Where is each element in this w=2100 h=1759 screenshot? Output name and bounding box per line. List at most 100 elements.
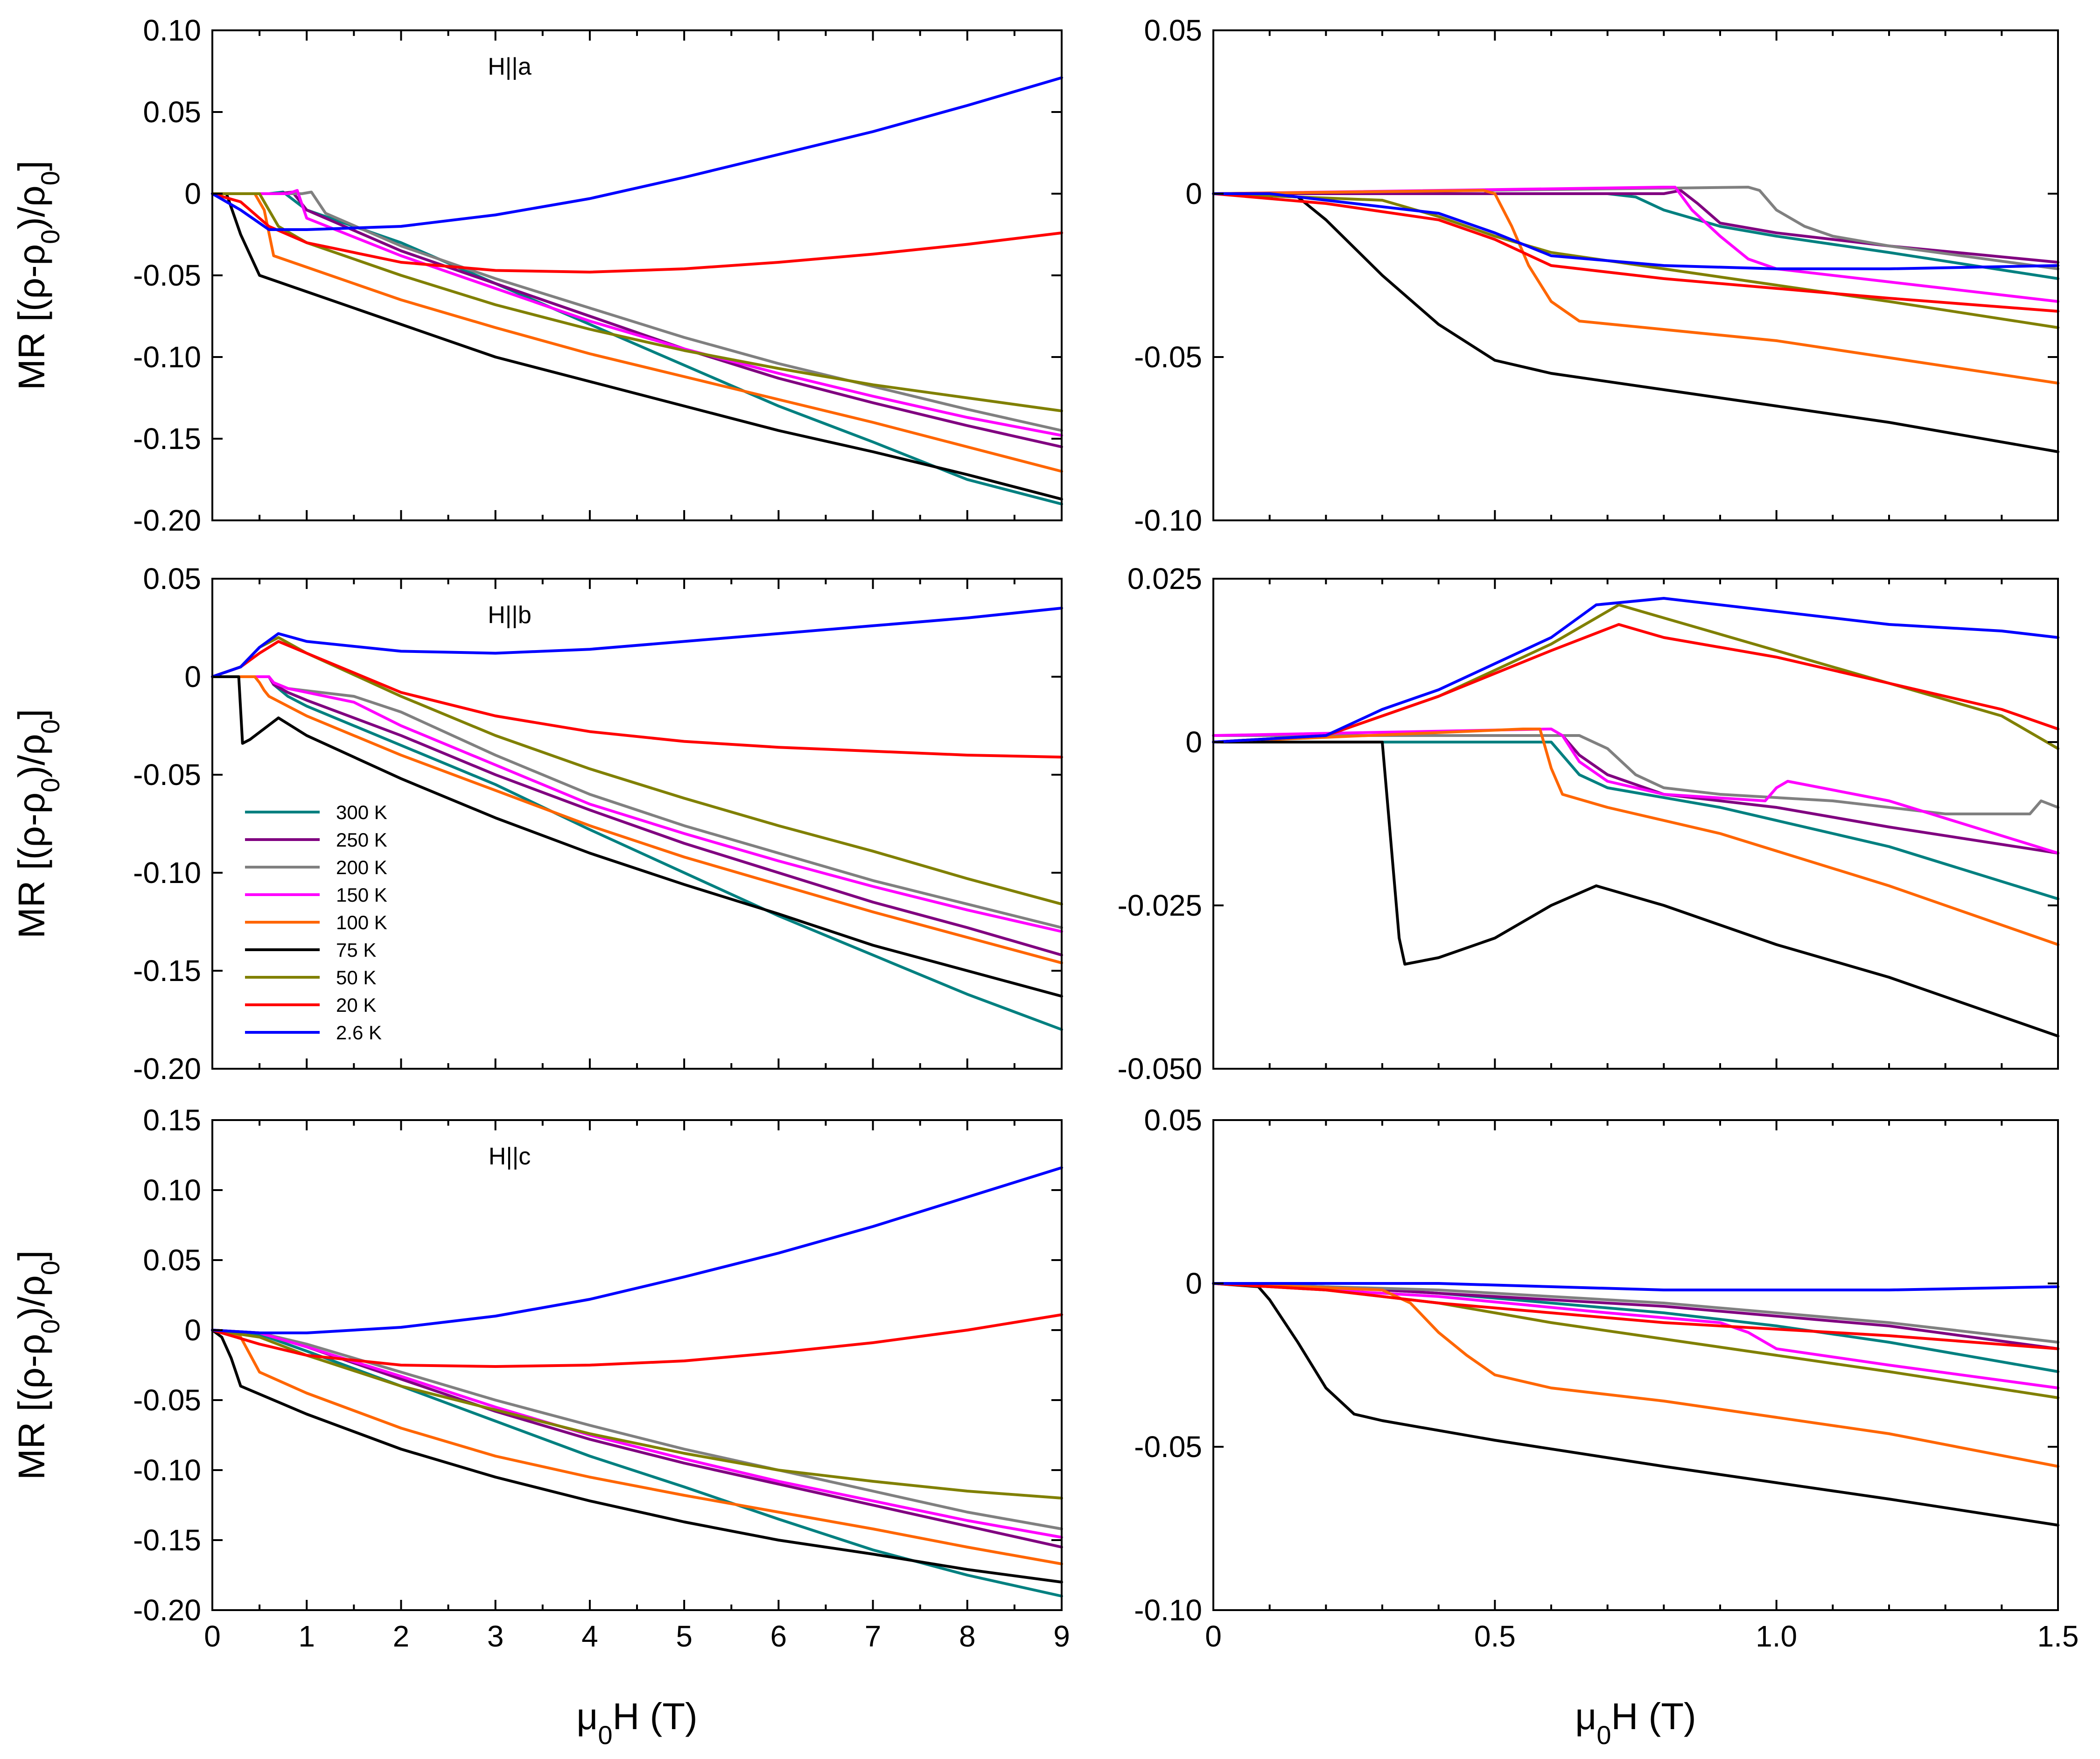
y-tick-label: 0.05 xyxy=(143,95,201,129)
y-tick-label: -0.05 xyxy=(133,1383,201,1417)
x-tick-label: 0 xyxy=(204,1619,221,1653)
panel-6: 0.050-0.05-0.100 0.5 1.0 1.5 xyxy=(1134,1103,2079,1653)
plot-frame xyxy=(1212,29,2059,521)
legend: 300 K 250 K 200 K 150 K 100 K 75 K 50 K 20 K 2.6… xyxy=(245,801,387,1044)
series-line-150-k xyxy=(1212,728,2059,855)
panel-3: 0.05 0 -0.05 -0.10 -0.15 -0.20 H||b 300 K 250 K 2… xyxy=(133,562,1063,1086)
x-axis-title: μ0H (T) xyxy=(1575,1696,1696,1750)
panel-title: H||c xyxy=(489,1143,531,1170)
series-line-150-k xyxy=(211,1329,1063,1539)
series-line-150-k xyxy=(211,675,1063,933)
series-line-75-k xyxy=(1212,192,2059,453)
series-line-300-k xyxy=(211,1329,1063,1598)
series-line-20-k xyxy=(1212,1282,2059,1350)
series-line-50-k xyxy=(211,192,1063,413)
panel-5: 0.150.100.050-0.05-0.10-0.15-0.200 1 2 3 4 5 6… xyxy=(133,1103,1070,1653)
plot-frame xyxy=(211,29,1063,521)
y-tick-label: -0.05 xyxy=(133,259,201,292)
x-tick-label: 8 xyxy=(959,1619,976,1653)
x-tick-label: 3 xyxy=(487,1619,504,1653)
y-tick-label: -0.05 xyxy=(133,758,201,792)
y-tick-label: -0.15 xyxy=(133,954,201,988)
legend-label: 150 K xyxy=(336,884,387,906)
panel-1: 0.10 0.05 0 -0.05 -0.10 -0.15 -0.20 H||a xyxy=(133,14,1063,537)
legend-label: 50 K xyxy=(336,967,376,988)
x-tick-label: 1.5 xyxy=(2037,1619,2079,1653)
y-tick-label: -0.05 xyxy=(1134,1430,1202,1464)
y-axis-title: MR [(ρ-ρ0)/ρ0] xyxy=(11,1250,65,1480)
y-tick-label: 0 xyxy=(1185,177,1202,210)
y-tick-label: -0.15 xyxy=(133,422,201,456)
y-tick-label: 0.025 xyxy=(1127,562,1202,596)
legend-label: 100 K xyxy=(336,911,387,933)
panels: 0.100.050-0.05-0.10-0.15-0.20H||a0.050-0… xyxy=(133,14,2079,1653)
y-tick-label: -0.10 xyxy=(133,340,201,374)
series-line-200-k xyxy=(1212,734,2059,815)
y-tick-label: -0.05 xyxy=(1134,340,1202,374)
y-tick-label: 0.15 xyxy=(143,1103,201,1137)
series-line-75-k xyxy=(1212,741,2059,1037)
series-line-200-k xyxy=(1212,186,2059,270)
y-tick-label: -0.10 xyxy=(133,1453,201,1487)
x-tick-label: 7 xyxy=(865,1619,882,1653)
series-line-20-k xyxy=(211,640,1063,759)
series-line-100-k xyxy=(211,192,1063,473)
legend-label: 2.6 K xyxy=(336,1022,382,1044)
series-line-100-k xyxy=(211,1329,1063,1565)
y-tick-label: -0.10 xyxy=(1134,504,1202,537)
series-line-200-k xyxy=(211,1329,1063,1530)
y-tick-label: 0 xyxy=(1185,725,1202,759)
y-tick-label: -0.20 xyxy=(133,1052,201,1086)
legend-label: 75 K xyxy=(336,939,376,961)
legend-label: 250 K xyxy=(336,829,387,851)
series-line-150-k xyxy=(1212,186,2059,303)
y-tick-label: 0.05 xyxy=(1144,14,1202,47)
x-tick-label: 9 xyxy=(1053,1619,1070,1653)
series-line-2-6-k xyxy=(211,1166,1063,1334)
legend-label: 300 K xyxy=(336,801,387,823)
y-tick-label: 0 xyxy=(1185,1267,1202,1300)
y-tick-label: 0.05 xyxy=(1144,1103,1202,1137)
y-tick-label: -0.025 xyxy=(1118,889,1202,922)
panel-title: H||b xyxy=(488,602,532,629)
series-line-250-k xyxy=(1212,734,2059,855)
series-line-2-6-k xyxy=(211,76,1063,231)
series-line-75-k xyxy=(211,192,1063,501)
plot-frame xyxy=(1212,1119,2059,1611)
x-tick-label: 1 xyxy=(298,1619,315,1653)
y-tick-label: 0.05 xyxy=(143,1243,201,1277)
x-axis-title: μ0H (T) xyxy=(576,1696,697,1750)
series-line-20-k xyxy=(1212,623,2059,743)
legend-label: 20 K xyxy=(336,994,376,1016)
y-tick-label: 0 xyxy=(184,660,201,694)
series-line-50-k xyxy=(211,1329,1063,1500)
series-line-20-k xyxy=(211,192,1063,273)
y-tick-label: 0 xyxy=(184,1313,201,1347)
plot-frame xyxy=(1212,578,2059,1070)
x-tick-label: 2 xyxy=(393,1619,410,1653)
y-tick-label: 0 xyxy=(184,177,201,210)
y-tick-label: -0.20 xyxy=(133,1593,201,1627)
series-line-100-k xyxy=(211,675,1063,965)
series-line-2-6-k xyxy=(1212,1282,2059,1291)
panel-4: 0.025 0 -0.025 -0.050 xyxy=(1118,562,2059,1086)
y-tick-label: 0.05 xyxy=(143,562,201,596)
series-line-2-6-k xyxy=(1212,192,2059,270)
x-tick-label: 4 xyxy=(581,1619,598,1653)
x-tick-label: 6 xyxy=(770,1619,787,1653)
legend-label: 200 K xyxy=(336,856,387,878)
series-line-100-k xyxy=(1212,728,2059,946)
series-line-300-k xyxy=(1212,741,2059,900)
panel-2: 0.05 0 -0.05 -0.10 xyxy=(1134,14,2059,537)
series-line-100-k xyxy=(1212,189,2059,385)
x-tick-label: 5 xyxy=(676,1619,693,1653)
series-line-150-k xyxy=(211,189,1063,437)
x-tick-label: 0 xyxy=(1205,1619,1222,1653)
axis-titles: MR [(ρ-ρ0)/ρ0] MR [(ρ-ρ0)/ρ0] MR [(ρ-ρ0)/ρ… xyxy=(11,161,1696,1750)
y-axis-title: MR [(ρ-ρ0)/ρ0] xyxy=(11,709,65,939)
series-line-75-k xyxy=(1212,1282,2059,1527)
series-line-20-k xyxy=(211,1313,1063,1368)
y-tick-label: -0.15 xyxy=(133,1523,201,1557)
panel-title: H||a xyxy=(488,53,532,80)
